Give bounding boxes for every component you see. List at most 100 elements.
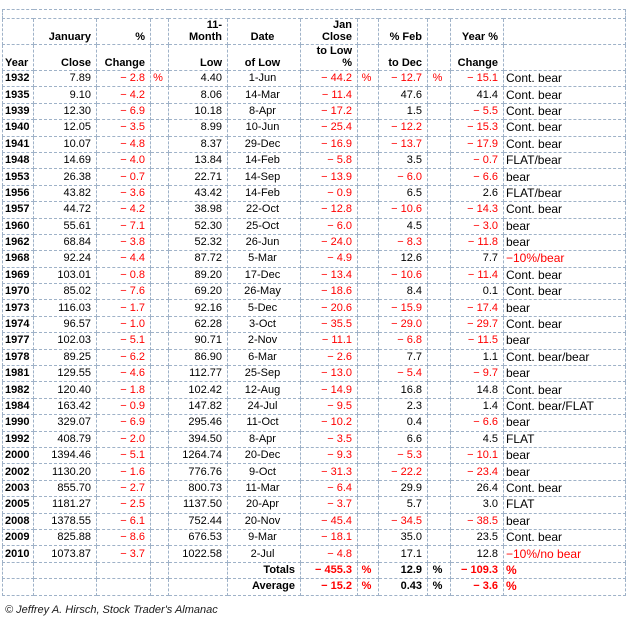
cell-pct-symbol [357, 217, 379, 235]
cell-january-close: 120.40 [33, 381, 97, 399]
cell-pct-symbol [150, 119, 169, 137]
header-year-pct: Year % [450, 18, 504, 45]
cell-pct-symbol [357, 201, 379, 219]
cell-month-low: 69.20 [168, 283, 228, 301]
cell-january-close: 103.01 [33, 266, 97, 285]
cell-january-close: 408.79 [33, 430, 97, 448]
cell-note: % [502, 561, 627, 580]
cell-date-of-low: 1-Jun [227, 69, 301, 88]
cell-jan-close-to-low-pct: − 13.9 [300, 168, 358, 186]
table-row: 1982 120.40− 1.8 102.42 12-Aug − 14.9 16.8 14.… [2, 381, 627, 399]
cell-pct-change: − 4.2 [96, 86, 151, 104]
cell-feb-to-dec-pct: 6.5 [378, 184, 428, 203]
table-body: January % 11- Month Date Jan Close % Feb… [1, 9, 627, 596]
cell-date-of-low: 12-Aug [227, 381, 301, 399]
cell-pct-symbol [150, 348, 169, 367]
cell-note: Cont. bear/FLAT [502, 397, 627, 416]
header-of-low: of Low [227, 44, 301, 71]
header-change: Change [96, 44, 151, 71]
cell-year: 1941 [2, 135, 34, 153]
header-percent: % [96, 18, 151, 45]
cell-pct-symbol [357, 397, 379, 416]
cell-pct-change: − 3.8 [96, 233, 151, 252]
cell-jan-close-to-low-pct: − 18.1 [300, 528, 358, 547]
cell-feb-to-dec-pct: − 5.4 [378, 365, 428, 383]
cell-pct-symbol [357, 512, 379, 530]
cell-month-low: 752.44 [168, 512, 228, 530]
header-pct-feb: % Feb [378, 18, 428, 45]
cell-pct-symbol: % [427, 578, 451, 596]
cell-year-pct-change: − 17.4 [450, 299, 504, 317]
cell-feb-to-dec-pct: 8.4 [378, 283, 428, 301]
cell-month-low: 102.42 [168, 381, 228, 399]
cell-jan-close-to-low-pct: − 5.8 [300, 151, 358, 170]
cell-year: 1962 [2, 233, 34, 252]
cell-year: 2008 [2, 512, 34, 530]
cell-pct-change: − 6.9 [96, 102, 151, 121]
cell-year-pct-change: 4.5 [450, 430, 504, 448]
cell-date-of-low: 26-Jun [227, 233, 301, 252]
cell-january-close: 68.84 [33, 233, 97, 252]
cell-pct-symbol [427, 528, 451, 547]
cell-month-low: 92.16 [168, 299, 228, 317]
cell-date-of-low: 5-Mar [227, 250, 301, 268]
cell-pct-symbol [427, 446, 451, 465]
table-row: 2002 1130.20− 1.6 776.76 9-Oct − 31.3 − 22.2 −… [2, 463, 627, 481]
cell-jan-close-to-low-pct: − 10.2 [300, 414, 358, 432]
cell-pct-symbol [150, 217, 169, 235]
table-row: 1940 12.05− 3.5 8.99 10-Jun − 25.4 − 12.2 − 15… [2, 119, 627, 137]
cell-feb-to-dec-pct: − 12.2 [378, 119, 428, 137]
cell-pct-symbol [427, 102, 451, 121]
cell-january-close: 1130.20 [33, 463, 97, 481]
cell-pct-symbol: % [357, 69, 379, 88]
cell-pct-symbol [150, 365, 169, 383]
cell-jan-close-to-low-pct: − 17.2 [300, 102, 358, 121]
cell-january-close: 92.24 [33, 250, 97, 268]
table-row: 1960 55.61− 7.1 52.30 25-Oct − 6.0 4.5 − 3.0 be… [2, 217, 627, 235]
cell-date-of-low: 6-Mar [227, 348, 301, 367]
cell-january-close: 14.69 [33, 151, 97, 170]
cell-year-pct-change: − 38.5 [450, 512, 504, 530]
header-row-2: Year Close Change Low of Low to Low % to… [2, 44, 627, 71]
cell-note: Cont. bear [502, 86, 627, 104]
cell-pct-change: − 1.6 [96, 463, 151, 481]
header-blank-6 [427, 44, 451, 71]
cell-year: 1935 [2, 86, 34, 104]
cell-pct-change: − 3.6 [96, 184, 151, 203]
cell-pct-symbol [150, 315, 169, 334]
cell-pct-symbol [357, 135, 379, 153]
cell-month-low: 90.71 [168, 332, 228, 350]
cell-feb-to-dec-pct: − 5.3 [378, 446, 428, 465]
cell-note: FLAT/bear [502, 184, 627, 203]
cell-january-close: 102.03 [33, 332, 97, 350]
cell-year-pct-change: − 17.9 [450, 135, 504, 153]
cell-feb-to-dec-pct: − 6.8 [378, 332, 428, 350]
cell-note: Cont. bear [502, 201, 627, 219]
cell-pct-change: − 7.6 [96, 283, 151, 301]
header-11-month: 11- Month [168, 18, 228, 45]
cell-year: 1977 [2, 332, 34, 350]
cell-pct-symbol [427, 135, 451, 153]
cell-feb-to-dec-pct: 3.5 [378, 151, 428, 170]
cell-pct-symbol [357, 446, 379, 465]
cell-year: 1978 [2, 348, 34, 367]
cell-pct-symbol [427, 365, 451, 383]
cell-year: 1992 [2, 430, 34, 448]
cell-pct-symbol [150, 233, 169, 252]
table-row: 1992 408.79− 2.0 394.50 8-Apr − 3.5 6.6 4.5 FLA… [2, 430, 627, 448]
cell-note: Cont. bear [502, 381, 627, 399]
cell-date-of-low: 25-Sep [227, 365, 301, 383]
cell-pct-symbol [357, 233, 379, 252]
cell-year-pct-change: − 11.5 [450, 332, 504, 350]
cell-feb-to-dec-pct: 16.8 [378, 381, 428, 399]
header-year-top [2, 18, 34, 45]
cell-year-pct-change: 1.4 [450, 397, 504, 416]
cell-jan-close-to-low-pct: − 0.9 [300, 184, 358, 203]
cell-jan-close-to-low-pct: − 455.3 [300, 561, 358, 580]
cell-january-close: 12.05 [33, 119, 97, 137]
cell-date-of-low: 22-Oct [227, 201, 301, 219]
cell-pct-symbol [427, 397, 451, 416]
cell-pct-symbol [357, 381, 379, 399]
table-row: 1970 85.02− 7.6 69.20 26-May − 18.6 8.4 0.1 Con… [2, 283, 627, 301]
cell-pct-symbol [357, 184, 379, 203]
